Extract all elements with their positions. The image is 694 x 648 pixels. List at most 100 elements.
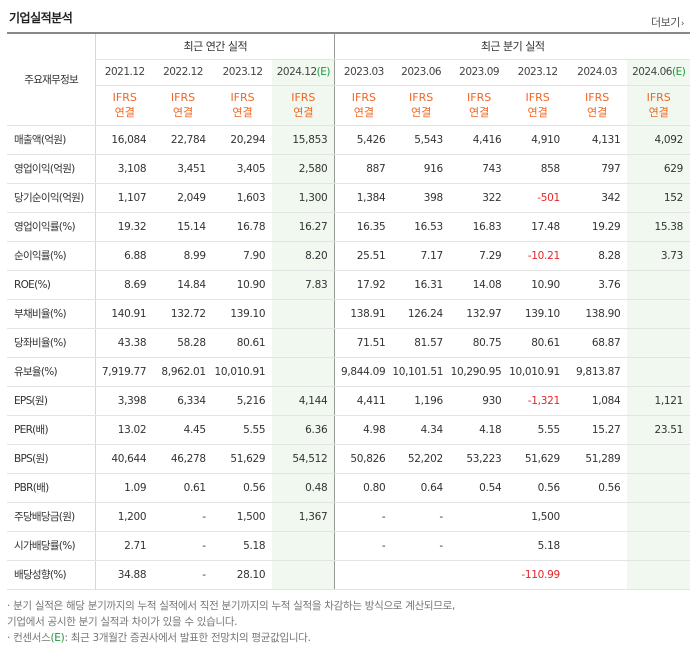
table-cell: -: [153, 531, 213, 561]
table-cell: [392, 560, 450, 590]
table-cell: 5,216: [212, 385, 273, 416]
table-cell: 743: [449, 154, 509, 184]
table-cell: 4,411: [334, 385, 393, 416]
ifrs-label: IFRS: [112, 91, 137, 104]
consolidated-label: 연결: [410, 106, 432, 119]
table-cell: 34.88: [95, 560, 154, 590]
table-cell: 15.14: [153, 211, 213, 242]
table-cell: 17.48: [508, 211, 567, 242]
period-header: 2024.12(E): [272, 59, 335, 86]
table-cell: 4.18: [449, 415, 509, 445]
section-title: 기업실적분석: [9, 11, 73, 25]
table-cell: 1,121: [627, 385, 690, 416]
table-cell: -10.21: [508, 241, 567, 271]
table-cell: 10,010.91: [508, 357, 567, 387]
table-cell: 0.64: [392, 473, 450, 503]
table-cell: 16,084: [95, 125, 154, 155]
row-label: 유보율(%): [7, 357, 96, 387]
table-cell: 20,294: [212, 125, 273, 155]
corner-label: 주요재무정보: [7, 32, 96, 126]
table-cell: -: [153, 560, 213, 590]
row-label: 부채비율(%): [7, 299, 96, 329]
table-cell: 0.56: [566, 473, 628, 503]
ifrs-standard-header: IFRS 연결: [95, 85, 154, 126]
period-header: 2023.09: [449, 59, 509, 86]
table-cell: 6,334: [153, 385, 213, 416]
table-cell: 23.51: [627, 415, 690, 445]
table-cell: 7.90: [212, 241, 273, 271]
table-row: 영업이익(억원) 3,108 3,451 3,405 2,580 887 916 743 858…: [7, 154, 690, 184]
row-label: BPS(원): [7, 444, 96, 474]
row-label: 순이익률(%): [7, 241, 96, 271]
table-cell: 10,010.91: [212, 357, 273, 387]
table-cell: 1,603: [212, 183, 273, 213]
period-header: 2024.03: [566, 59, 628, 86]
table-cell: -: [334, 531, 393, 561]
table-cell: 22,784: [153, 125, 213, 155]
more-link-label: 더보기: [651, 16, 680, 29]
table-cell: 5,426: [334, 125, 393, 155]
table-cell: 16.27: [272, 211, 335, 242]
table-row: EPS(원) 3,398 6,334 5,216 4,144 4,411 1,196 930-…: [7, 385, 690, 416]
ifrs-label: IFRS: [409, 91, 434, 104]
table-cell: 16.35: [334, 211, 393, 242]
table-cell: 7.83: [272, 270, 335, 300]
ifrs-standard-header: IFRS 연결: [508, 85, 567, 126]
table-cell: 916: [392, 154, 450, 184]
period-label: 2023.12: [222, 66, 263, 78]
table-cell: 858: [508, 154, 567, 184]
ifrs-label: IFRS: [230, 91, 255, 104]
table-cell: 140.91: [95, 299, 154, 329]
footnote-3-estimate-mark: (E): [50, 632, 65, 644]
table-cell: 53,223: [449, 444, 509, 474]
footnote-3-text: : 최근 3개월간 증권사에서 발표한 전망치의 평균값입니다.: [64, 632, 311, 644]
ifrs-standard-header: IFRS 연결: [627, 85, 690, 126]
table-cell: 51,289: [566, 444, 628, 474]
consolidated-label: 연결: [293, 106, 314, 119]
table-cell: 0.48: [272, 473, 335, 503]
table-row: 유보율(%) 7,919.77 8,962.01 10,010.91 9,844.09 1…: [7, 357, 690, 387]
table-cell: [627, 501, 690, 532]
period-label: 2024.03: [577, 66, 618, 78]
table-cell: 10,290.95: [449, 357, 509, 387]
chevron-right-icon: ›: [680, 19, 685, 29]
table-cell: [449, 560, 509, 590]
table-cell: 8.28: [566, 241, 628, 271]
ifrs-standard-header: IFRS 연결: [212, 85, 273, 126]
period-header: 2023.06: [392, 59, 450, 86]
table-cell: 4,910: [508, 125, 567, 155]
consolidated-label: 연결: [527, 106, 548, 119]
table-cell: 52,202: [392, 444, 450, 474]
period-label: 2024.12: [276, 66, 317, 78]
table-cell: [566, 501, 628, 532]
table-cell: 3.73: [627, 241, 690, 271]
ifrs-label: IFRS: [585, 91, 610, 104]
table-cell: 5.55: [212, 415, 273, 445]
table-cell: 19.32: [95, 211, 154, 242]
ifrs-label: IFRS: [291, 91, 316, 104]
period-header: 2021.12: [95, 59, 154, 86]
table-cell: 1,500: [212, 501, 273, 532]
table-cell: 80.75: [449, 328, 509, 358]
table-row: 매출액(억원) 16,084 22,784 20,294 15,853 5,426 5,54…: [7, 125, 690, 155]
table-row: 당기순이익(억원) 1,107 2,049 1,603 1,300 1,384 398 322…: [7, 183, 690, 213]
consolidated-label: 연결: [232, 106, 253, 119]
table-cell: 16.83: [449, 211, 509, 242]
table-cell: 68.87: [566, 328, 628, 358]
table-cell: 3,405: [212, 154, 273, 184]
table-cell: [449, 531, 509, 561]
table-cell: 7.17: [392, 241, 450, 271]
table-cell: 28.10: [212, 560, 273, 590]
table-cell: [627, 357, 690, 387]
table-row: 주당배당금(원) 1,200-1,500 1,367- -1,500: [7, 501, 690, 532]
table-row: 당좌비율(%) 43.38 58.28 80.61 71.51 81.57 80.75 80.…: [7, 328, 690, 358]
table-cell: 138.91: [334, 299, 393, 329]
footnote-2: 기업에서 공시한 분기 실적과 차이가 있을 수 있습니다.: [7, 616, 238, 628]
table-cell: 4.45: [153, 415, 213, 445]
table-cell: 139.10: [212, 299, 273, 329]
period-label: 2023.09: [459, 66, 500, 78]
table-cell: 3,398: [95, 385, 154, 416]
more-link[interactable]: 더보기›: [651, 14, 685, 30]
footnote-3-prefix: · 컨센서스: [7, 632, 51, 644]
table-cell: [272, 357, 335, 387]
